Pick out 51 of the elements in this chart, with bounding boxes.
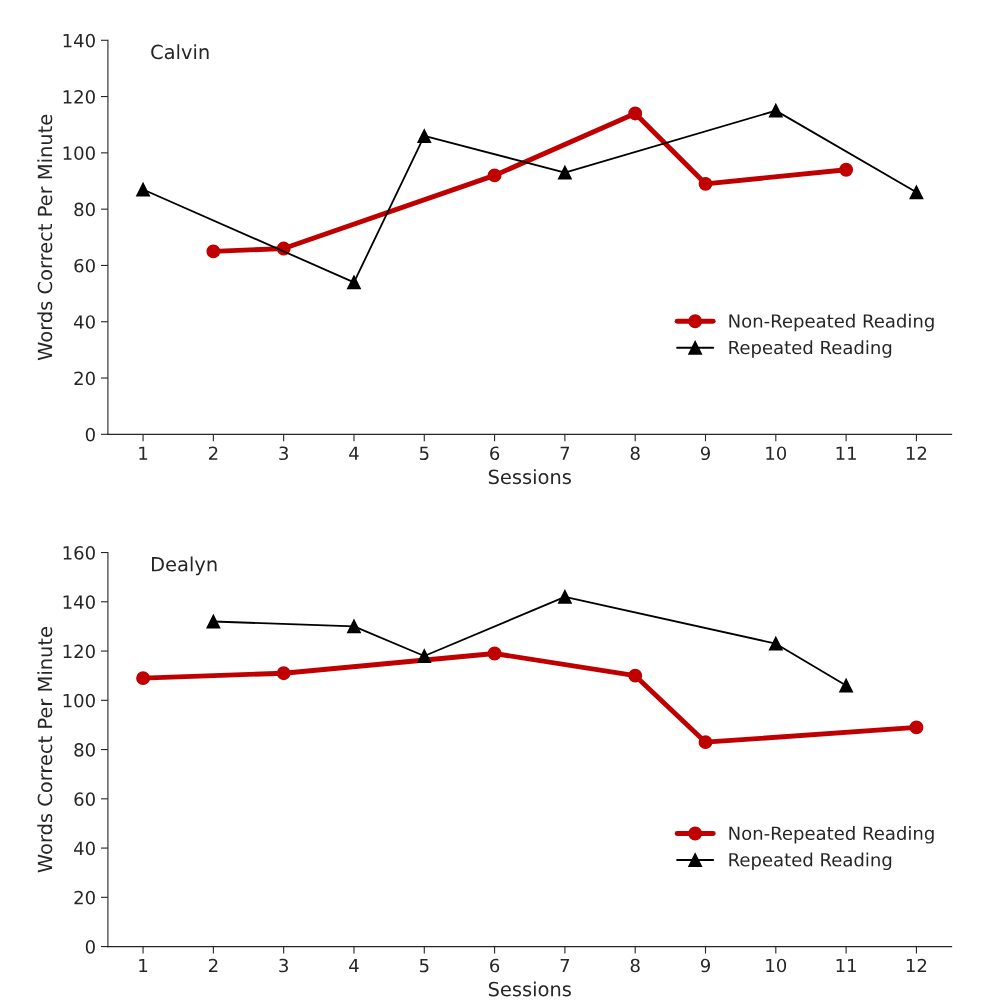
x-tick-label: 2 bbox=[208, 446, 218, 460]
x-tick-label: 8 bbox=[630, 446, 640, 461]
y-tick-label: 20 bbox=[74, 371, 95, 386]
x-tick-label: 12 bbox=[906, 958, 927, 973]
y-tick-label: 40 bbox=[74, 315, 95, 329]
y-tick-label: 100 bbox=[63, 146, 95, 160]
y-axis-title: Words Correct Per Minute bbox=[37, 627, 53, 873]
legend-label: Repeated Reading bbox=[729, 340, 892, 358]
x-tick-label: 8 bbox=[630, 958, 640, 973]
x-tick-label: 1 bbox=[139, 446, 148, 460]
y-tick-label: 120 bbox=[63, 90, 95, 104]
x-tick-label: 7 bbox=[560, 958, 570, 973]
chart-title: Dealyn bbox=[152, 556, 217, 576]
x-tick-label: 1 bbox=[139, 958, 148, 973]
y-tick-label: 20 bbox=[74, 890, 95, 905]
x-tick-label: 2 bbox=[208, 958, 218, 973]
x-tick-label: 11 bbox=[836, 446, 856, 460]
x-tick-label: 5 bbox=[419, 958, 429, 973]
x-tick-label: 9 bbox=[700, 446, 710, 461]
x-tick-label: 5 bbox=[419, 446, 429, 461]
x-tick-label: 7 bbox=[560, 446, 570, 460]
x-tick-label: 4 bbox=[349, 958, 359, 973]
y-axis-title: Words Correct Per Minute bbox=[37, 114, 53, 361]
y-tick-label: 140 bbox=[63, 595, 95, 609]
x-tick-label: 4 bbox=[349, 446, 359, 460]
x-tick-label: 10 bbox=[766, 958, 787, 973]
legend-label: Non-Repeated Reading bbox=[729, 313, 934, 332]
y-tick-label: 0 bbox=[85, 940, 95, 954]
x-tick-label: 10 bbox=[766, 446, 787, 461]
y-tick-label: 160 bbox=[63, 546, 95, 560]
y-tick-label: 100 bbox=[63, 693, 95, 708]
y-tick-label: 0 bbox=[85, 427, 95, 442]
x-axis-title: Sessions bbox=[488, 469, 571, 485]
y-tick-label: 80 bbox=[74, 202, 95, 217]
x-tick-label: 12 bbox=[906, 446, 927, 460]
x-tick-label: 11 bbox=[836, 958, 856, 973]
chart-title: Calvin bbox=[151, 44, 209, 60]
y-tick-label: 40 bbox=[74, 841, 95, 856]
x-axis-title: Sessions bbox=[488, 981, 571, 997]
x-tick-label: 3 bbox=[279, 958, 288, 973]
y-tick-label: 120 bbox=[63, 644, 95, 659]
x-tick-label: 6 bbox=[490, 446, 500, 461]
legend-label: Non-Repeated Reading bbox=[729, 826, 934, 844]
x-tick-label: 3 bbox=[279, 446, 288, 461]
x-tick-label: 9 bbox=[700, 958, 710, 973]
y-tick-label: 80 bbox=[74, 743, 95, 757]
x-tick-label: 6 bbox=[490, 958, 500, 973]
legend-label: Repeated Reading bbox=[729, 852, 892, 871]
y-tick-label: 60 bbox=[74, 792, 95, 806]
y-tick-label: 140 bbox=[63, 33, 95, 48]
y-tick-label: 60 bbox=[74, 258, 95, 273]
